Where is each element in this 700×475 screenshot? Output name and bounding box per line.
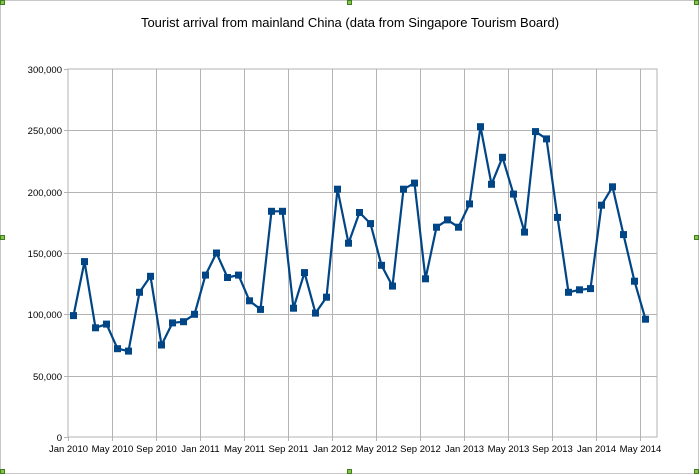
data-point-marker (576, 286, 583, 294)
chart-title: Tourist arrival from mainland China (dat… (141, 15, 559, 30)
data-point-marker (147, 272, 154, 280)
data-point-marker (323, 293, 330, 301)
y-tick-label: 50,000 (33, 372, 62, 383)
data-point-marker (92, 324, 99, 332)
chart-grid (67, 68, 658, 438)
data-point-marker (70, 312, 77, 320)
x-tick-label: Jan 2012 (313, 444, 352, 455)
y-tick-label: 300,000 (28, 65, 62, 76)
x-tick-label: May 2012 (356, 444, 398, 455)
data-point-marker (488, 180, 495, 188)
data-point-marker (158, 341, 165, 349)
resize-handle-top-middle[interactable] (347, 0, 352, 5)
data-point-marker (246, 297, 253, 305)
data-point-marker (455, 223, 462, 231)
y-tick-label: 100,000 (28, 310, 62, 321)
data-point-marker (521, 228, 528, 236)
data-point-marker (136, 288, 143, 296)
y-tick-label: 150,000 (28, 249, 62, 260)
data-point-marker (279, 207, 286, 215)
data-point-marker (532, 128, 539, 136)
data-point-marker (180, 318, 187, 326)
data-point-marker (125, 347, 132, 355)
x-tick-label: Jan 2013 (445, 444, 484, 455)
data-point-marker (598, 201, 605, 209)
x-tick-label: May 2013 (488, 444, 530, 455)
data-point-marker (312, 309, 319, 317)
resize-handle-top-left[interactable] (0, 0, 5, 5)
data-point-marker (554, 213, 561, 221)
data-point-marker (565, 288, 572, 296)
data-point-marker (400, 185, 407, 193)
x-tick-label: May 2011 (224, 444, 265, 455)
data-point-marker (169, 319, 176, 327)
data-point-marker (389, 282, 396, 290)
data-point-marker (499, 153, 506, 161)
resize-handle-middle-right[interactable] (694, 235, 699, 240)
x-tick-label: May 2010 (92, 444, 134, 455)
data-point-marker (477, 123, 484, 131)
data-point-marker (103, 320, 110, 328)
y-tick-label: 250,000 (28, 126, 62, 137)
data-point-marker (257, 305, 264, 313)
data-point-marker (367, 220, 374, 228)
x-tick-label: Jan 2014 (577, 444, 616, 455)
x-tick-label: May 2014 (620, 444, 662, 455)
data-point-marker (202, 271, 209, 279)
resize-handle-bottom-left[interactable] (0, 469, 5, 474)
resize-handle-bottom-middle[interactable] (347, 469, 352, 474)
data-point-marker (510, 190, 517, 198)
data-point-marker (609, 183, 616, 191)
data-point-marker (213, 249, 220, 257)
data-point-marker (411, 179, 418, 187)
data-point-marker (268, 207, 275, 215)
data-point-marker (543, 135, 550, 143)
data-point-marker (587, 285, 594, 293)
data-point-marker (433, 223, 440, 231)
y-tick-label: 200,000 (28, 188, 62, 199)
data-point-marker (422, 275, 429, 283)
x-tick-label: Sep 2013 (532, 444, 573, 455)
data-point-marker (191, 310, 198, 318)
data-point-marker (642, 315, 649, 323)
data-point-marker (466, 200, 473, 208)
y-axis-ticks: 0 50,000 100,000 150,000 200,000 250,000 300,0… (28, 65, 68, 444)
x-tick-label: Sep 2011 (269, 444, 309, 455)
y-tick-label: 0 (57, 433, 62, 444)
x-tick-label: Sep 2010 (136, 444, 177, 455)
data-point-marker (620, 231, 627, 239)
data-point-marker (378, 261, 385, 269)
series-line-group (70, 123, 649, 355)
x-tick-label: Jan 2010 (49, 444, 88, 455)
data-point-marker (235, 271, 242, 279)
data-point-marker (114, 345, 121, 353)
data-point-marker (334, 185, 341, 193)
x-tick-label: Jan 2011 (181, 444, 219, 455)
data-point-marker (631, 277, 638, 285)
resize-handle-bottom-right[interactable] (694, 469, 699, 474)
data-point-marker (444, 216, 451, 224)
data-point-marker (290, 304, 297, 312)
resize-handle-top-right[interactable] (694, 0, 699, 5)
data-point-marker (345, 239, 352, 247)
resize-handle-middle-left[interactable] (0, 235, 5, 240)
series-line (72, 125, 647, 353)
data-point-marker (356, 209, 363, 216)
data-point-marker (224, 274, 231, 281)
x-tick-label: Sep 2012 (400, 444, 441, 455)
x-axis-ticks: Jan 2010 May 2010 Sep 2010 Jan 2011 May 2011… (49, 437, 661, 455)
data-point-marker (301, 269, 308, 277)
data-point-marker (81, 258, 88, 266)
